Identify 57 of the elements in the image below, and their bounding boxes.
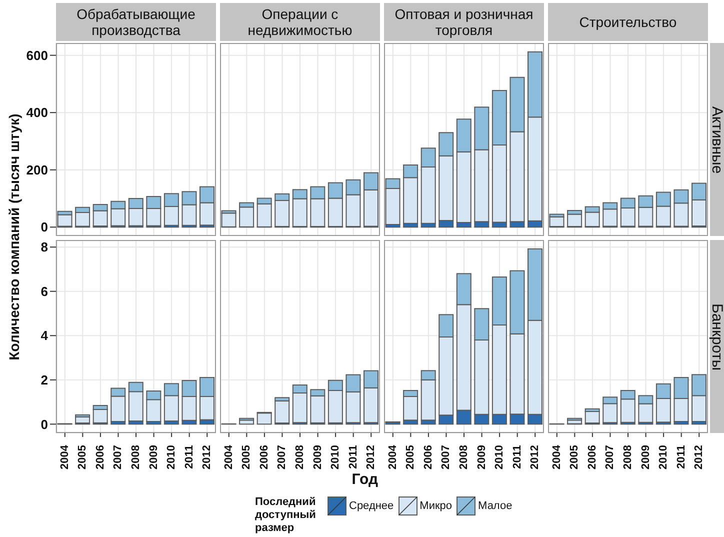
y-axis-title: Количество компаний (тысяч штук): [6, 114, 22, 360]
y-tick-label: 0: [40, 220, 48, 235]
y-tick-label: 400: [26, 105, 48, 120]
x-tick-label: 2008: [622, 445, 634, 470]
x-tick-label: 2010: [166, 445, 178, 470]
x-tick-label: 2006: [586, 445, 598, 470]
chart-title: Обрабатывающие производства: [56, 3, 216, 41]
x-tick-label: 2006: [94, 445, 106, 470]
y-tick-label: 200: [26, 162, 48, 178]
text: Активные: [708, 106, 724, 174]
x-tick-label: 2011: [183, 445, 196, 469]
x-tick-label: 2009: [312, 445, 324, 470]
x-tick-label: 2005: [404, 445, 417, 470]
text: Банкроты: [708, 302, 724, 370]
x-tick-label: 2007: [276, 445, 288, 470]
y-tick-label: 2: [40, 372, 48, 388]
legend-label: Малое: [478, 500, 512, 512]
x-tick-label: 2004: [386, 444, 399, 470]
x-tick-label: 2009: [640, 445, 652, 470]
x-tick-label: 2008: [294, 445, 306, 470]
x-tick-label: 2009: [476, 445, 488, 470]
y-tick-label: 8: [40, 240, 48, 255]
x-tick-label: 2005: [240, 445, 253, 470]
x-tick-label: 2011: [347, 445, 360, 469]
y-tick-label: 600: [26, 48, 48, 63]
x-tick-label: 2006: [258, 445, 270, 470]
x-tick-label: 2012: [693, 445, 706, 470]
legend-label: Среднее: [349, 500, 394, 512]
legend-label: Микро: [420, 500, 452, 512]
x-tick-label: 2007: [604, 445, 616, 470]
legend-title: Последний доступный размер: [255, 496, 317, 535]
x-tick-label: 2010: [330, 445, 342, 470]
y-tick-label: 6: [40, 284, 48, 299]
x-axis-title: Год: [352, 471, 378, 488]
x-tick-label: 2010: [494, 445, 506, 470]
x-tick-label: 2005: [76, 445, 89, 470]
x-tick-label: 2012: [201, 445, 214, 470]
chart-title: Строительство: [548, 3, 708, 41]
x-tick-label: 2012: [365, 445, 378, 470]
x-tick-label: 2012: [529, 445, 542, 470]
x-tick-label: 2004: [58, 444, 71, 470]
x-tick-label: 2011: [511, 445, 524, 469]
chart-title: Оптовая и розничная торговля: [384, 3, 544, 41]
x-tick-label: 2010: [658, 445, 670, 470]
x-tick-label: 2006: [422, 445, 434, 470]
chart-title: Операции с недвижимостью: [220, 3, 380, 41]
x-tick-label: 2011: [675, 445, 688, 469]
y-tick-label: 0: [40, 416, 48, 432]
y-tick-label: 4: [40, 328, 49, 344]
x-tick-label: 2004: [222, 444, 235, 470]
x-tick-label: 2008: [458, 445, 470, 470]
x-tick-label: 2004: [550, 444, 563, 470]
x-tick-label: 2007: [112, 445, 124, 470]
x-tick-label: 2005: [568, 445, 581, 470]
x-tick-label: 2009: [148, 445, 160, 470]
x-tick-label: 2007: [440, 445, 452, 470]
x-tick-label: 2008: [130, 445, 142, 470]
